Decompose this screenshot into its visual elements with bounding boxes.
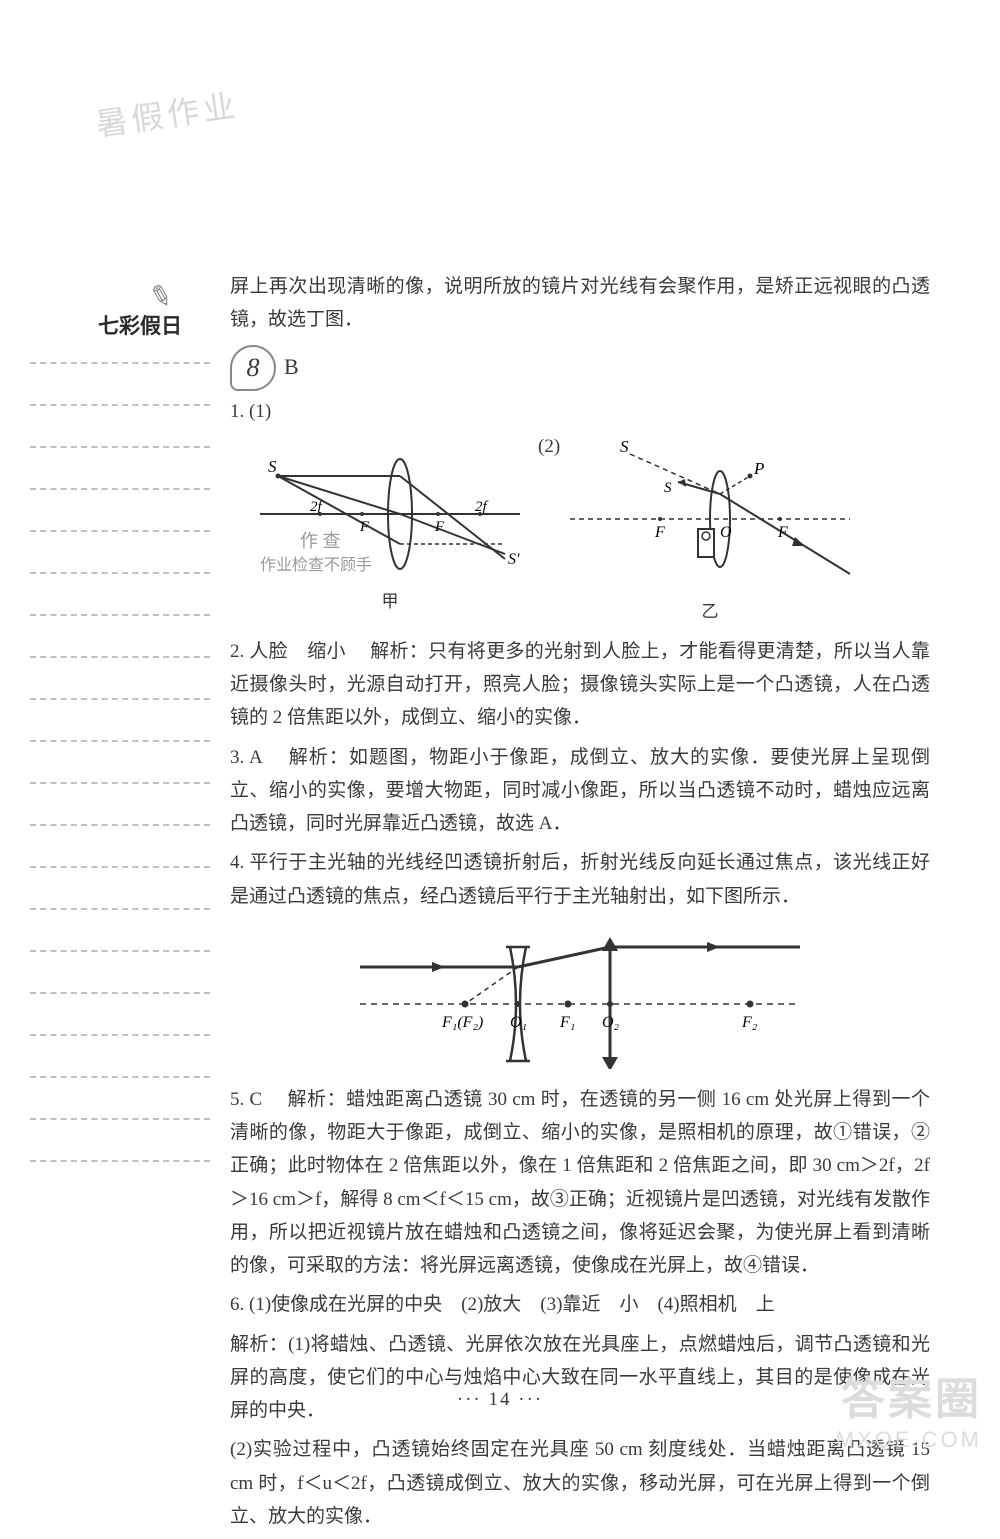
q4: 4. 平行于主光轴的光线经凹透镜折射后，折射光线反向延长通过焦点，该光线正好是通… xyxy=(230,846,930,913)
q1-figures: S 2f F F 2f S' 作 查 作业检查不顾手 甲 xyxy=(250,434,930,627)
q5-text: 解析：蜡烛距离凸透镜 30 cm 时，在透镜的另一侧 16 cm 处光屏上得到一… xyxy=(230,1089,930,1276)
header-stamp: 暑假作业 xyxy=(92,80,241,146)
sidebar-dash xyxy=(30,530,210,532)
double-lens-diagram: F₁(F₂) O₁ F₁ O₂ F₂ xyxy=(350,919,810,1069)
sidebar-dash xyxy=(30,446,210,448)
sidebar-dash xyxy=(30,1034,210,1036)
svg-text:2f: 2f xyxy=(310,499,324,515)
watermark-line1: 答案圈 xyxy=(836,1363,982,1427)
q4-figure: F₁(F₂) O₁ F₁ O₂ F₂ xyxy=(230,919,930,1069)
sidebar-dash xyxy=(30,488,210,490)
svg-text:F: F xyxy=(777,524,788,541)
sidebar-dash xyxy=(30,740,210,742)
q3: 3. A 解析：如题图，物距小于像距，成倒立、放大的实像．要使光屏上呈现倒立、缩… xyxy=(230,741,930,841)
sidebar-dash xyxy=(30,1118,210,1120)
q2-label: 2. xyxy=(230,641,244,662)
svg-text:S: S xyxy=(664,480,672,496)
svg-text:S': S' xyxy=(508,551,520,568)
svg-text:P: P xyxy=(753,459,764,478)
sidebar-dash xyxy=(30,656,210,658)
sidebar-lines xyxy=(30,362,220,1162)
svg-text:F: F xyxy=(434,519,445,535)
sidebar-dash xyxy=(30,992,210,994)
q3-answer: A xyxy=(249,747,262,768)
sidebar-dash xyxy=(30,908,210,910)
sidebar-dash xyxy=(30,572,210,574)
svg-text:F: F xyxy=(359,519,370,535)
svg-text:O₁: O₁ xyxy=(510,1014,527,1031)
q1-sub2: (2) xyxy=(538,430,560,463)
sidebar-dash xyxy=(30,950,210,952)
q1-fig2-caption: 乙 xyxy=(560,597,860,627)
q6-label: 6. xyxy=(230,1294,244,1315)
q1-sub1: (1) xyxy=(249,401,271,422)
sidebar-dash xyxy=(30,1076,210,1078)
q2: 2. 人脸 缩小 解析：只有将更多的光射到人脸上，才能看得更清楚，所以当人靠近摄… xyxy=(230,635,930,735)
q5-label: 5. xyxy=(230,1089,244,1110)
sidebar-dash xyxy=(30,614,210,616)
sidebar-dash xyxy=(30,866,210,868)
intro-paragraph: 屏上再次出现清晰的像，说明所放的镜片对光线有会聚作用，是矫正远视眼的凸透镜，故选… xyxy=(230,270,930,337)
main-content: 屏上再次出现清晰的像，说明所放的镜片对光线有会聚作用，是矫正远视眼的凸透镜，故选… xyxy=(230,270,930,1539)
sidebar-title: 七彩假日 xyxy=(30,310,220,340)
sidebar: ✎ 七彩假日 xyxy=(30,310,220,1202)
svg-text:F₁(F₂): F₁(F₂) xyxy=(441,1014,483,1031)
svg-text:O: O xyxy=(720,524,732,541)
q4-text: 平行于主光轴的光线经凹透镜折射后，折射光线反向延长通过焦点，该光线正好是通过凸透… xyxy=(230,852,930,906)
q6: 6. (1)使像成在光屏的中央 (2)放大 (3)靠近 小 (4)照相机 上 xyxy=(230,1288,930,1321)
q1: 1. (1) xyxy=(230,395,930,428)
q3-label: 3. xyxy=(230,747,244,768)
svg-text:S: S xyxy=(620,437,629,456)
q5-answer: C xyxy=(250,1089,263,1110)
svg-text:2f: 2f xyxy=(475,499,489,515)
q6-text1: 解析：(1)将蜡烛、凸透镜、光屏依次放在光具座上，点燃蜡烛后，调节凸透镜和光屏的… xyxy=(230,1328,930,1428)
q4-label: 4. xyxy=(230,852,244,873)
lens-diagram-2: S P S F O F xyxy=(560,434,860,584)
section-number: 8 xyxy=(230,345,276,391)
svg-text:F₂: F₂ xyxy=(741,1014,758,1031)
q2-answer: 人脸 缩小 xyxy=(249,641,346,662)
svg-text:S: S xyxy=(268,457,277,476)
handwriting-2: 作业检查不顾手 xyxy=(260,552,372,580)
q1-fig2: (2) S P S F O F xyxy=(560,434,860,627)
sidebar-dash xyxy=(30,782,210,784)
watermark: 答案圈 MXQE.COM xyxy=(836,1363,982,1453)
svg-text:F₁: F₁ xyxy=(559,1014,575,1031)
sidebar-dash xyxy=(30,362,210,364)
svg-text:F: F xyxy=(654,524,665,541)
section-badge: 8 B xyxy=(230,345,930,391)
q6-text2: (2)实验过程中，凸透镜始终固定在光具座 50 cm 刻度线处．当蜡烛距离凸透镜… xyxy=(230,1433,930,1533)
q6-answer: (1)使像成在光屏的中央 (2)放大 (3)靠近 小 (4)照相机 上 xyxy=(249,1294,775,1315)
svg-text:O₂: O₂ xyxy=(602,1014,620,1031)
q3-text: 解析：如题图，物距小于像距，成倒立、放大的实像．要使光屏上呈现倒立、缩小的实像，… xyxy=(230,747,930,835)
q1-fig1-caption: 甲 xyxy=(250,587,530,617)
sidebar-dash xyxy=(30,698,210,700)
q1-fig1: S 2f F F 2f S' 作 查 作业检查不顾手 甲 xyxy=(250,434,530,617)
section-letter: B xyxy=(284,348,299,387)
sidebar-dash xyxy=(30,404,210,406)
q5: 5. C 解析：蜡烛距离凸透镜 30 cm 时，在透镜的另一侧 16 cm 处光… xyxy=(230,1083,930,1283)
watermark-line2: MXQE.COM xyxy=(836,1427,982,1453)
sidebar-dash xyxy=(30,824,210,826)
sidebar-dash xyxy=(30,1160,210,1162)
q1-label: 1. xyxy=(230,401,244,422)
